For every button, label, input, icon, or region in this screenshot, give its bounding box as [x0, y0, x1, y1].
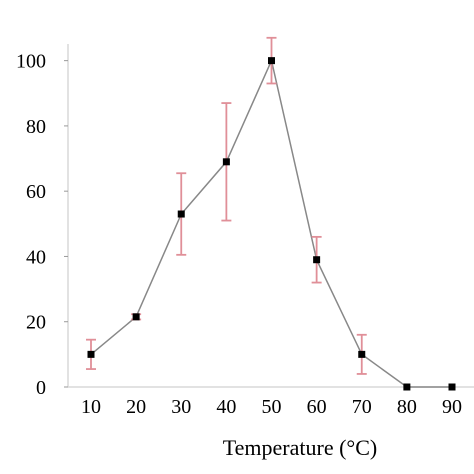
data-point [403, 383, 411, 391]
data-point [358, 350, 366, 358]
x-tick-label: 40 [216, 396, 236, 418]
x-axis-title: Temperature (°C) [223, 435, 377, 460]
x-tick-label: 90 [442, 396, 462, 418]
x-tick-label: 50 [262, 396, 282, 418]
x-tick-label: 20 [126, 396, 146, 418]
series-line [90, 58, 452, 388]
data-point [222, 158, 230, 166]
y-tick-label: 40 [26, 246, 46, 268]
y-tick-label: 100 [16, 51, 46, 73]
y-tick-label: 80 [26, 116, 46, 138]
data-point [87, 350, 95, 358]
y-tick-label: 0 [36, 377, 46, 399]
data-point [177, 210, 185, 218]
series-layer [86, 36, 456, 391]
x-tick-label: 60 [307, 396, 327, 418]
axes [67, 44, 474, 388]
x-tick-label: 10 [81, 396, 101, 418]
x-tick-label: 30 [171, 396, 191, 418]
x-tick-label: 80 [397, 396, 417, 418]
data-point [313, 256, 321, 264]
data-point [448, 383, 456, 391]
x-tick-labels: 10 20 30 40 50 60 70 80 90 [81, 396, 462, 418]
data-point [132, 313, 140, 321]
data-point [268, 57, 275, 65]
x-tick-label: 70 [352, 396, 372, 418]
y-tick-label: 60 [26, 181, 46, 203]
y-tick-label: 20 [26, 312, 46, 334]
y-tick-labels: 0 20 40 60 80 100 [16, 51, 68, 399]
